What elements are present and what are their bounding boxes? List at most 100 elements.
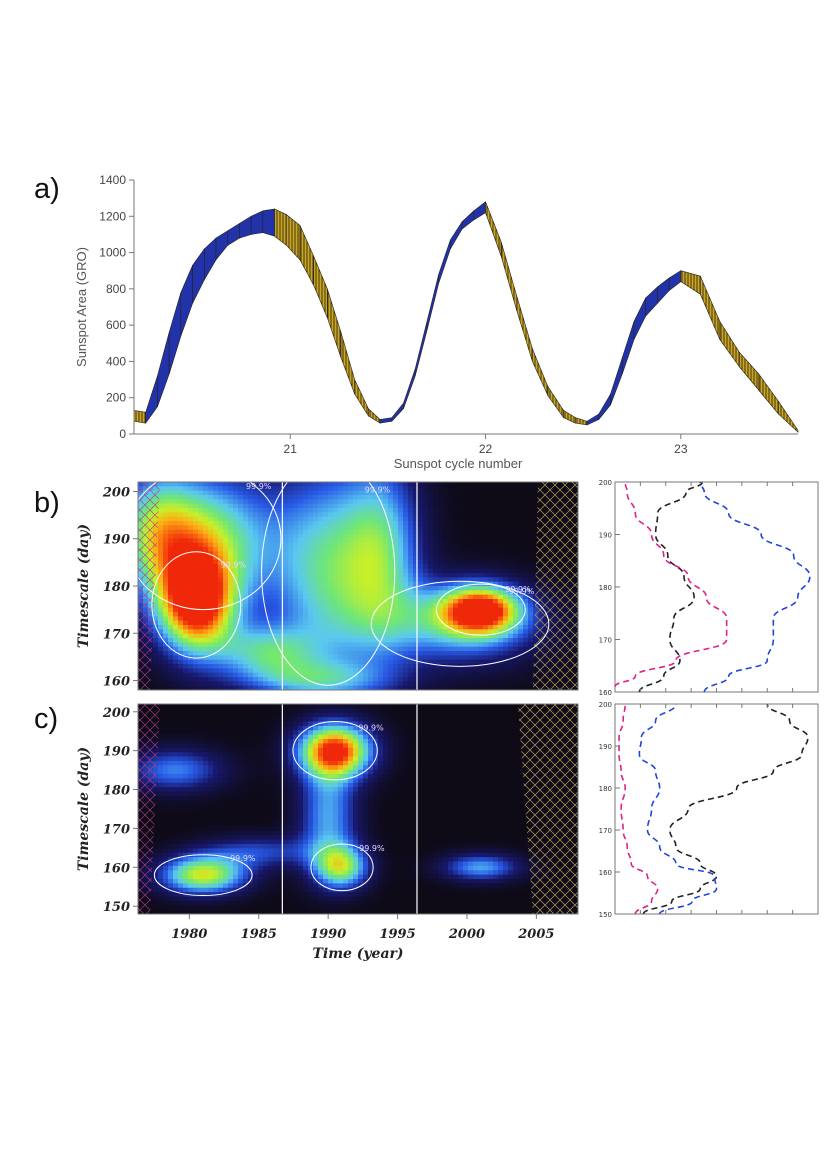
heatmap-cell <box>508 573 514 578</box>
heatmap-cell <box>213 560 219 565</box>
heatmap-cell <box>343 508 349 513</box>
heatmap-cell <box>283 664 289 669</box>
heatmap-cell <box>183 905 189 911</box>
heatmap-cell <box>498 560 504 565</box>
heatmap-cell <box>203 677 209 682</box>
heatmap-cell <box>213 664 219 669</box>
heatmap-cell <box>343 620 349 626</box>
heatmap-cell <box>178 865 184 871</box>
heatmap-cell <box>198 743 204 749</box>
heatmap-cell <box>178 551 184 557</box>
heatmap-cell <box>463 482 469 487</box>
heatmap-cell <box>328 516 334 522</box>
heatmap-cell <box>383 633 389 639</box>
heatmap-cell <box>478 486 484 492</box>
heatmap-cell <box>388 586 394 591</box>
heatmap-cell <box>258 616 264 622</box>
heatmap-cell <box>443 521 449 526</box>
heatmap-cell <box>258 538 264 544</box>
heatmap-cell <box>423 555 429 561</box>
heatmap-cell <box>353 620 359 626</box>
heatmap-cell <box>523 508 529 513</box>
heatmap-cell <box>368 590 374 596</box>
heatmap-cell <box>508 638 514 643</box>
heatmap-cell <box>168 883 174 889</box>
heatmap-cell <box>188 508 194 513</box>
heatmap-cell <box>393 681 399 687</box>
heatmap-cell <box>188 677 194 682</box>
heatmap-cell <box>228 677 234 682</box>
heatmap-cell <box>218 594 224 600</box>
heatmap-cell <box>528 599 534 604</box>
heatmap-cell <box>183 521 189 526</box>
heatmap-cell <box>368 603 374 609</box>
heatmap-cell <box>503 564 509 570</box>
heatmap-cell <box>218 564 224 570</box>
heatmap-cell <box>198 865 204 871</box>
heatmap-cell <box>498 646 504 652</box>
heatmap-cell <box>168 620 174 626</box>
heatmap-cell <box>438 607 444 613</box>
heatmap-cell <box>458 482 464 487</box>
heatmap-cell <box>213 482 219 487</box>
heatmap-cell <box>433 512 439 518</box>
heatmap-cell <box>183 677 189 682</box>
heatmap-cell <box>368 564 374 570</box>
heatmap-cell <box>273 625 279 630</box>
heatmap-cell <box>163 739 169 744</box>
heatmap-cell <box>213 577 219 583</box>
heatmap-cell <box>228 495 234 500</box>
heatmap-cell <box>268 651 274 656</box>
heatmap-cell <box>393 677 399 682</box>
heatmap-cell <box>223 499 229 505</box>
heatmap-cell <box>158 813 164 819</box>
heatmap-cell <box>163 822 169 828</box>
heatmap-cell <box>203 883 209 889</box>
heatmap-cell <box>343 672 349 678</box>
heatmap-cell <box>378 664 384 669</box>
heatmap-cell <box>253 495 259 500</box>
heatmap-cell <box>433 547 439 552</box>
heatmap-cell <box>248 625 254 630</box>
heatmap-cell <box>453 685 459 690</box>
heatmap-cell <box>268 521 274 526</box>
heatmap-cell <box>183 681 189 687</box>
heatmap-cell <box>323 538 329 544</box>
heatmap-cell <box>493 620 499 626</box>
heatmap-cell <box>498 672 504 678</box>
heatmap-cell <box>248 490 254 496</box>
heatmap-cell <box>468 495 474 500</box>
heatmap-cell <box>338 677 344 682</box>
heatmap-cell <box>383 616 389 622</box>
heatmap-cell <box>223 655 229 661</box>
heatmap-cell <box>198 529 204 535</box>
heatmap-cell <box>248 594 254 600</box>
heatmap-cell <box>288 577 294 583</box>
heatmap-cell <box>273 482 279 487</box>
heatmap-cell <box>303 495 309 500</box>
heatmap-cell <box>328 659 334 665</box>
heatmap-cell <box>243 651 249 656</box>
heatmap-cell <box>438 503 444 509</box>
heatmap-cell <box>378 495 384 500</box>
heatmap-cell <box>163 712 169 718</box>
heatmap-cell <box>293 490 299 496</box>
heatmap-cell <box>328 551 334 557</box>
heatmap-cell <box>458 625 464 630</box>
heatmap-cell <box>313 668 319 674</box>
heatmap-cell <box>393 638 399 643</box>
heatmap-cell <box>168 521 174 526</box>
heatmap-cell <box>493 581 499 587</box>
heatmap-cell <box>403 529 409 535</box>
heatmap-cell <box>213 603 219 609</box>
heatmap-cell <box>208 542 214 548</box>
heatmap-cell <box>188 642 194 648</box>
heatmap-cell <box>223 551 229 557</box>
heatmap-cell <box>283 633 289 639</box>
heatmap-cell <box>253 620 259 626</box>
heatmap-cell <box>418 564 424 570</box>
heatmap-cell <box>323 525 329 531</box>
heatmap-cell <box>453 564 459 570</box>
heatmap-cell <box>408 577 414 583</box>
